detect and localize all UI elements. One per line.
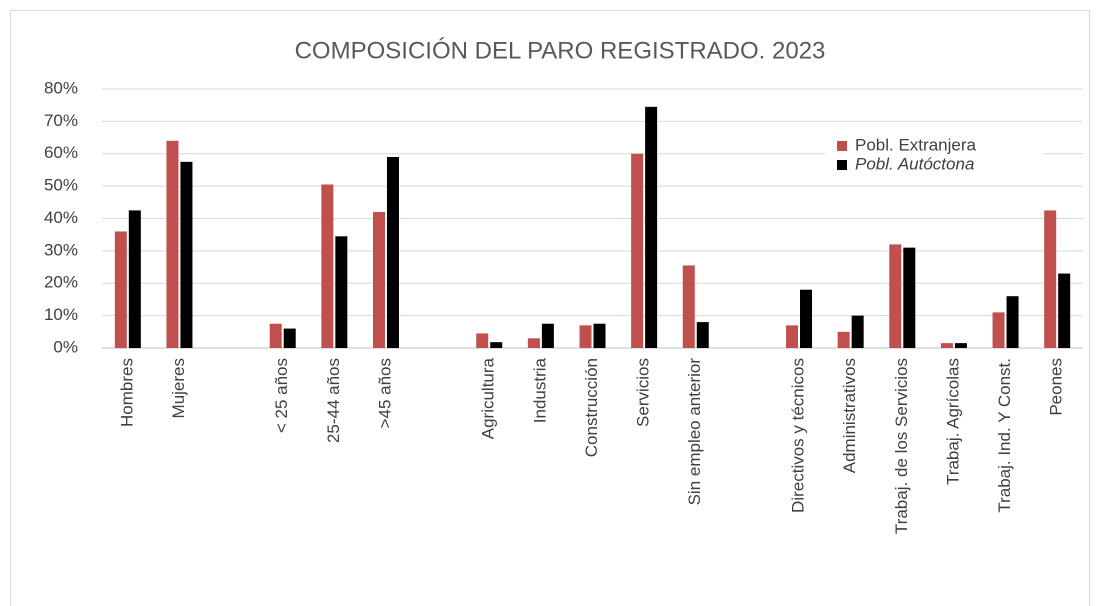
legend-swatch	[837, 160, 847, 170]
y-tick-label: 50%	[44, 176, 78, 195]
bar	[490, 342, 503, 348]
y-tick-label: 30%	[44, 240, 78, 259]
y-tick-label: 40%	[44, 208, 78, 227]
bar	[541, 323, 554, 348]
bar	[579, 325, 592, 348]
x-tick-label: Directivos y técnicos	[789, 358, 808, 513]
bar	[696, 322, 709, 348]
bar	[954, 343, 967, 348]
bar	[837, 331, 850, 348]
legend-label: Pobl. Autóctona	[855, 154, 974, 173]
bar	[527, 338, 540, 348]
x-tick-label: Trabaj. Ind. Y Const.	[995, 358, 1014, 513]
y-tick-label: 0%	[53, 337, 78, 356]
bar	[682, 265, 695, 348]
x-tick-label: >45 años	[375, 358, 394, 428]
legend-background	[825, 127, 1043, 183]
x-tick-label: Servicios	[634, 358, 653, 427]
x-tick-label: Trabaj. Agrícolas	[943, 358, 962, 485]
x-tick-label: < 25 años	[272, 358, 291, 433]
bar	[800, 289, 813, 348]
y-tick-label: 70%	[44, 111, 78, 130]
x-tick-label: Trabaj. de los Servicios	[892, 358, 911, 534]
bar	[1006, 296, 1019, 348]
bar	[166, 140, 179, 348]
x-tick-label: Administrativos	[840, 358, 859, 473]
bar	[335, 236, 348, 348]
x-tick-label: Agricultura	[479, 357, 498, 439]
bar	[321, 184, 334, 348]
x-tick-label: Mujeres	[169, 358, 188, 418]
legend-swatch	[837, 141, 847, 151]
x-tick-label: Construcción	[582, 358, 601, 457]
x-tick-label: Hombres	[117, 358, 136, 427]
y-tick-label: 10%	[44, 305, 78, 324]
bar	[940, 343, 953, 348]
y-tick-label: 60%	[44, 143, 78, 162]
bar	[851, 315, 864, 348]
bar	[114, 231, 127, 348]
y-tick-label: 20%	[44, 273, 78, 292]
bar	[1044, 210, 1057, 348]
x-tick-label: Sin empleo anterior	[685, 358, 704, 506]
x-tick-label: 25-44 años	[324, 358, 343, 443]
bar	[283, 328, 296, 348]
bar	[372, 212, 385, 348]
bar	[786, 325, 799, 348]
bar	[645, 106, 658, 349]
bar	[1058, 273, 1071, 348]
bar	[180, 161, 193, 348]
bar	[593, 323, 606, 348]
x-tick-label: Industria	[530, 357, 549, 423]
legend-label: Pobl. Extranjera	[855, 135, 976, 154]
bar	[269, 323, 282, 348]
bar	[128, 210, 141, 348]
x-tick-label: Peones	[1047, 358, 1066, 416]
bar	[476, 333, 489, 348]
y-tick-label: 80%	[44, 78, 78, 97]
bar	[386, 156, 399, 348]
bar	[889, 244, 902, 348]
bar	[992, 312, 1005, 348]
bar	[903, 247, 916, 348]
bar	[631, 153, 644, 348]
chart-title: COMPOSICIÓN DEL PARO REGISTRADO. 2023	[295, 37, 826, 64]
